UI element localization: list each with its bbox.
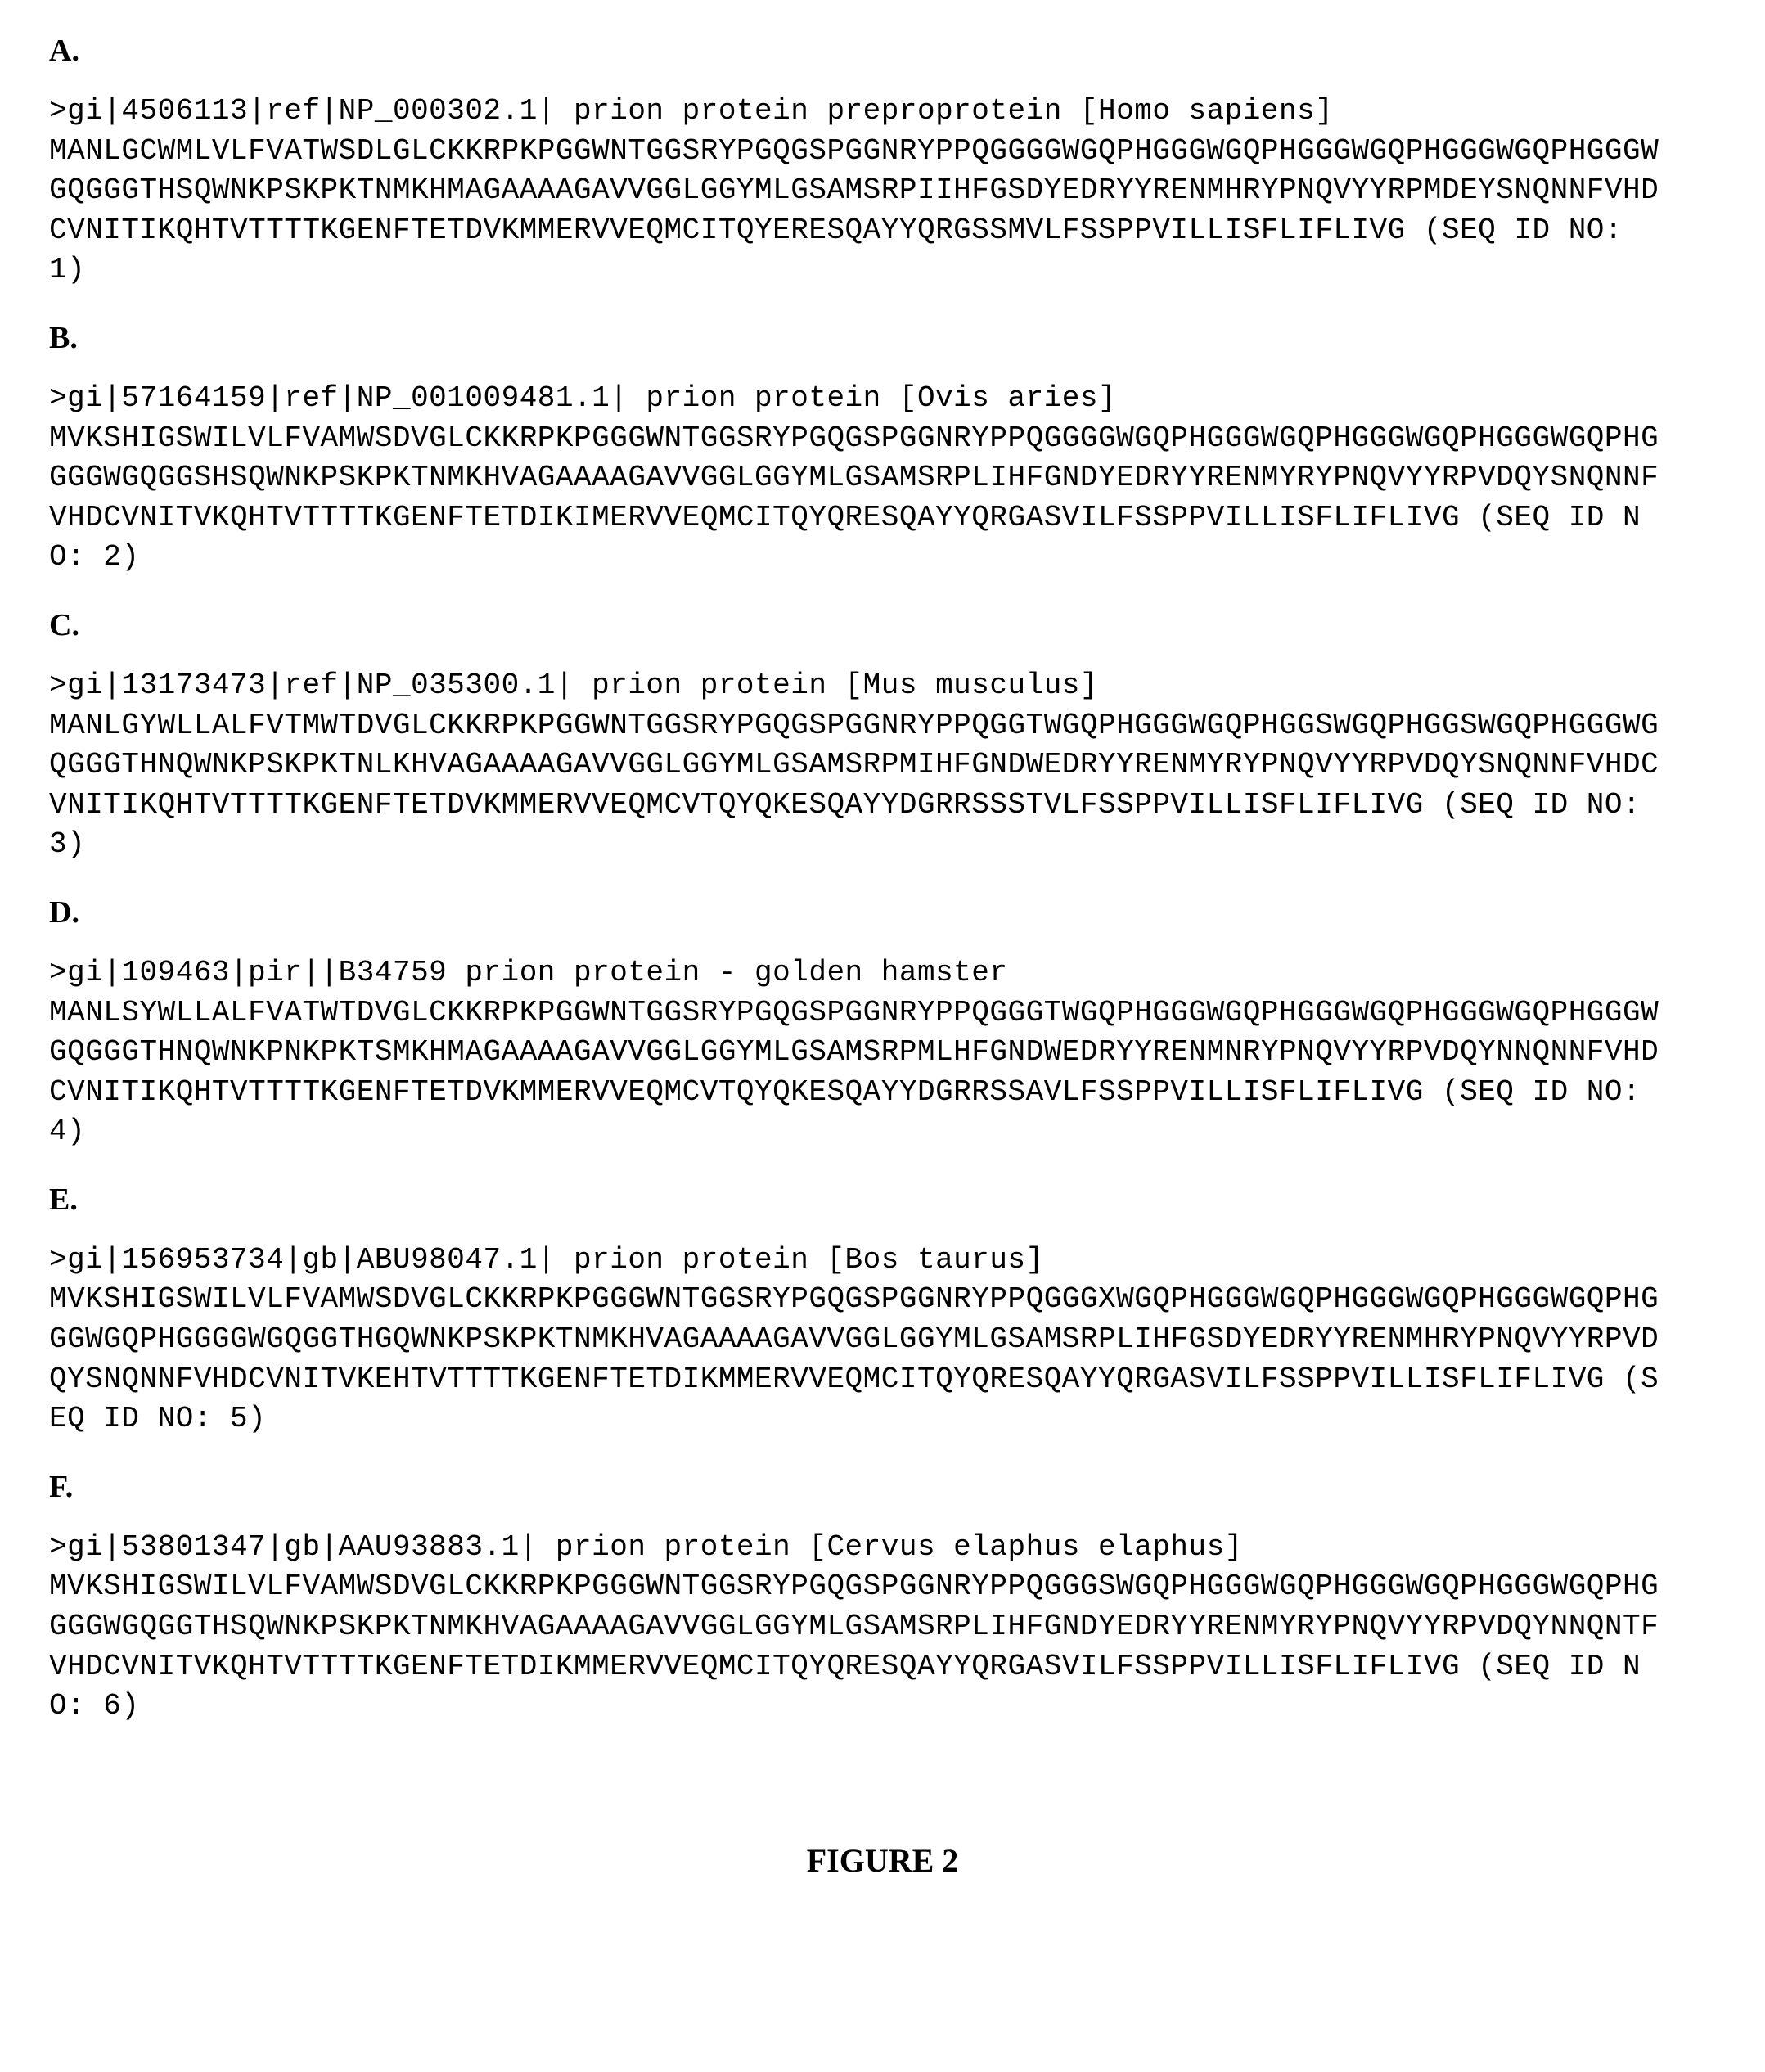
fasta-header-a: >gi|4506113|ref|NP_000302.1| prion prote…	[49, 92, 1716, 132]
section-label-b: B.	[49, 320, 1716, 356]
section-d: D. >gi|109463|pir||B34759 prion protein …	[49, 894, 1716, 1152]
section-label-e: E.	[49, 1182, 1716, 1218]
fasta-header-b: >gi|57164159|ref|NP_001009481.1| prion p…	[49, 379, 1716, 419]
sequence-e: MVKSHIGSWILVLFVAMWSDVGLCKKRPKPGGGWNTGGSR…	[49, 1280, 1669, 1439]
fasta-header-e: >gi|156953734|gb|ABU98047.1| prion prote…	[49, 1241, 1716, 1281]
section-label-c: C.	[49, 607, 1716, 643]
fasta-header-c: >gi|13173473|ref|NP_035300.1| prion prot…	[49, 666, 1716, 706]
section-label-f: F.	[49, 1469, 1716, 1505]
sequence-c: MANLGYWLLALFVTMWTDVGLCKKRPKPGGWNTGGSRYPG…	[49, 706, 1669, 865]
document-container: A. >gi|4506113|ref|NP_000302.1| prion pr…	[49, 33, 1716, 1880]
fasta-header-d: >gi|109463|pir||B34759 prion protein - g…	[49, 953, 1716, 993]
figure-label: FIGURE 2	[49, 1841, 1716, 1880]
section-label-a: A.	[49, 33, 1716, 69]
sequence-b: MVKSHIGSWILVLFVAMWSDVGLCKKRPKPGGGWNTGGSR…	[49, 419, 1669, 578]
section-f: F. >gi|53801347|gb|AAU93883.1| prion pro…	[49, 1469, 1716, 1727]
sequence-d: MANLSYWLLALFVATWTDVGLCKKRPKPGGWNTGGSRYPG…	[49, 993, 1669, 1152]
sequence-a: MANLGCWMLVLFVATWSDLGLCKKRPKPGGWNTGGSRYPG…	[49, 132, 1669, 291]
sequence-f: MVKSHIGSWILVLFVAMWSDVGLCKKRPKPGGGWNTGGSR…	[49, 1567, 1669, 1726]
section-b: B. >gi|57164159|ref|NP_001009481.1| prio…	[49, 320, 1716, 578]
section-label-d: D.	[49, 894, 1716, 930]
fasta-header-f: >gi|53801347|gb|AAU93883.1| prion protei…	[49, 1528, 1716, 1568]
section-c: C. >gi|13173473|ref|NP_035300.1| prion p…	[49, 607, 1716, 865]
section-a: A. >gi|4506113|ref|NP_000302.1| prion pr…	[49, 33, 1716, 291]
section-e: E. >gi|156953734|gb|ABU98047.1| prion pr…	[49, 1182, 1716, 1439]
